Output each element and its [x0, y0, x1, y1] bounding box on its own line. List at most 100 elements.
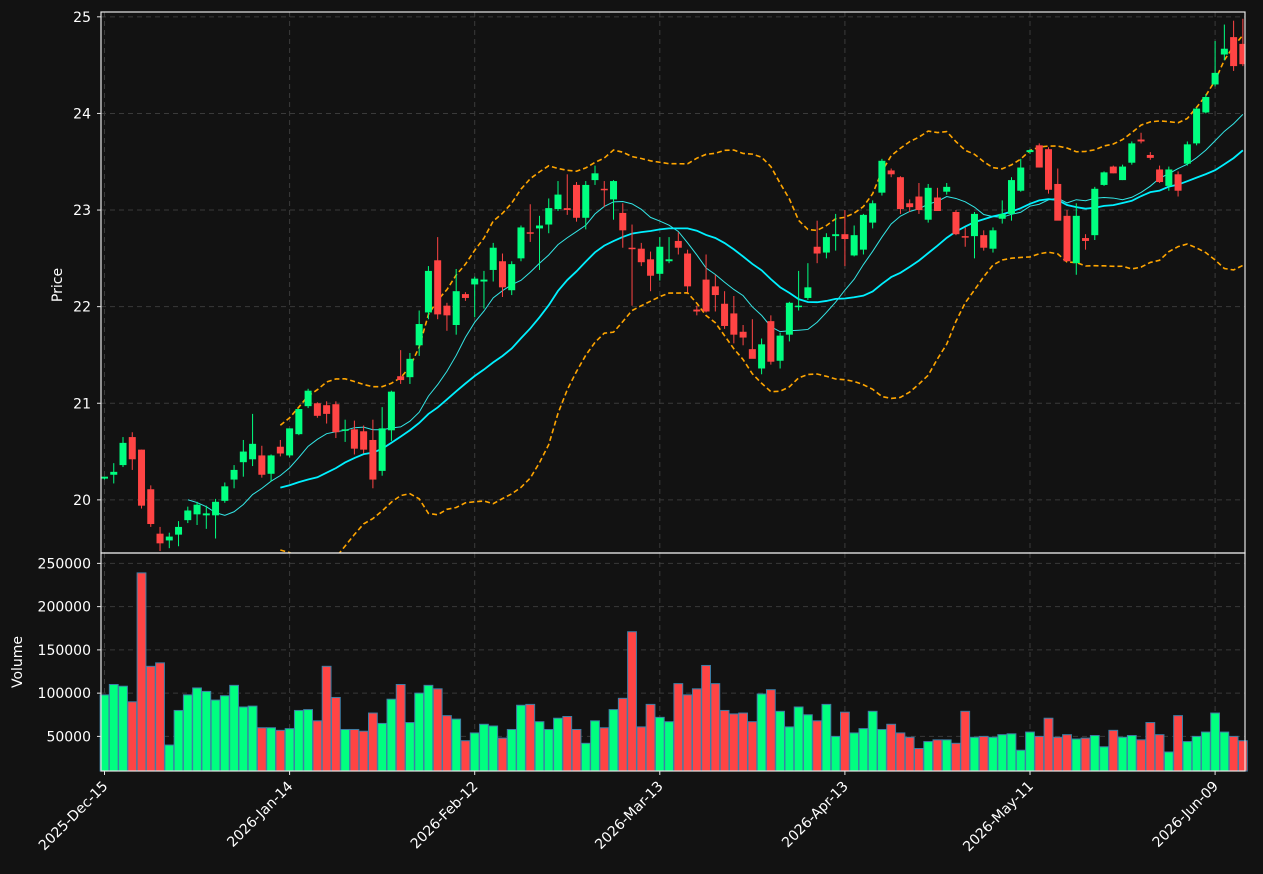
volume-bar	[923, 741, 934, 772]
price-tick-label: 21	[73, 396, 91, 412]
candle-body	[1119, 166, 1127, 181]
candle-body	[360, 431, 368, 450]
candle-body	[785, 302, 793, 335]
volume-bar	[1237, 740, 1248, 772]
volume-bar	[1080, 737, 1091, 772]
volume-bar	[747, 721, 758, 772]
candle-body	[674, 240, 682, 248]
candle-body	[350, 429, 358, 449]
volume-bar	[960, 710, 971, 772]
candlesticks	[101, 18, 1245, 552]
candle-body	[202, 513, 210, 516]
volume-bar	[728, 713, 739, 772]
volume-bar	[451, 718, 462, 772]
volume-bar	[1015, 749, 1026, 772]
volume-bar	[821, 703, 832, 772]
volume-bar	[534, 721, 545, 772]
volume-bar	[414, 692, 425, 772]
volume-bar	[155, 662, 165, 772]
volume-bar	[738, 712, 748, 772]
volume-bar	[988, 736, 998, 772]
volume-bar	[858, 728, 869, 772]
volume-bar	[266, 727, 276, 772]
volume-bar	[1043, 717, 1054, 772]
volume-bar	[256, 727, 267, 772]
volume-bar	[349, 728, 360, 772]
candle-body	[1146, 154, 1154, 158]
candle-body	[878, 160, 886, 193]
candle-body	[776, 335, 784, 361]
candle-body	[406, 358, 414, 378]
candle-body	[822, 237, 830, 253]
candle-body	[1063, 215, 1071, 262]
candle-body	[119, 442, 127, 466]
volume-bar	[1182, 741, 1193, 772]
candle-body	[859, 214, 867, 250]
candle-body	[1239, 43, 1245, 65]
volume-bar	[914, 748, 924, 772]
candle-body	[896, 177, 904, 210]
candle-body	[1128, 143, 1136, 163]
candle-body	[304, 390, 312, 407]
volume-tick-label: 200000	[38, 600, 91, 616]
volume-tick-label: 100000	[38, 686, 91, 702]
volume-bar	[608, 709, 619, 772]
candle-body	[702, 279, 710, 312]
candle-body	[341, 429, 349, 431]
volume-bar	[775, 710, 786, 772]
volume-bar	[293, 709, 304, 772]
volume-bar	[691, 688, 702, 772]
volume-bar	[830, 735, 841, 772]
volume-axis-title: Volume	[10, 636, 26, 688]
volume-bar	[136, 572, 147, 772]
volume-bar	[442, 715, 452, 772]
candle-body	[267, 455, 275, 474]
candle-body	[1007, 180, 1015, 214]
candle-body	[554, 194, 562, 210]
candle-body	[730, 313, 738, 335]
candle-body	[656, 246, 664, 274]
volume-bar	[877, 728, 887, 772]
volume-bar	[1200, 731, 1211, 772]
candle-body	[1045, 149, 1053, 190]
candle-body	[286, 428, 294, 456]
slow-moving-average-line	[280, 149, 1244, 489]
volume-bar	[367, 712, 378, 772]
candle-body	[684, 253, 692, 287]
price-tick-label: 22	[73, 300, 91, 316]
candle-body	[165, 536, 173, 541]
candle-body	[1174, 174, 1182, 191]
volume-bar	[543, 728, 554, 772]
volume-bar	[849, 732, 860, 772]
candle-body	[989, 230, 997, 249]
volume-bar	[145, 665, 156, 772]
candle-body	[397, 376, 405, 381]
volume-bar	[590, 720, 600, 772]
candle-body	[637, 248, 645, 263]
candle-body	[128, 437, 136, 460]
candle-body	[535, 225, 543, 229]
volume-bar	[1219, 731, 1230, 772]
volume-bar	[386, 698, 397, 772]
volume-bar	[1210, 712, 1220, 772]
candle-body	[619, 212, 627, 231]
candle-body	[887, 170, 895, 175]
volume-bar	[1117, 736, 1128, 772]
candle-body	[693, 309, 701, 312]
volume-bar	[173, 709, 184, 772]
candle-body	[434, 260, 442, 315]
volume-bar	[904, 736, 915, 772]
volume-bar	[247, 705, 258, 772]
candle-body	[526, 232, 534, 234]
candle-body	[1220, 48, 1228, 55]
candle-body	[748, 349, 756, 359]
volume-bar	[710, 683, 721, 772]
volume-bar	[479, 723, 489, 772]
volume-bar	[423, 684, 434, 772]
lower-band-line	[280, 243, 1244, 553]
candle-body	[276, 446, 284, 454]
volume-bar	[1034, 735, 1045, 772]
candle-body	[1026, 150, 1034, 153]
volume-bar	[645, 703, 656, 772]
